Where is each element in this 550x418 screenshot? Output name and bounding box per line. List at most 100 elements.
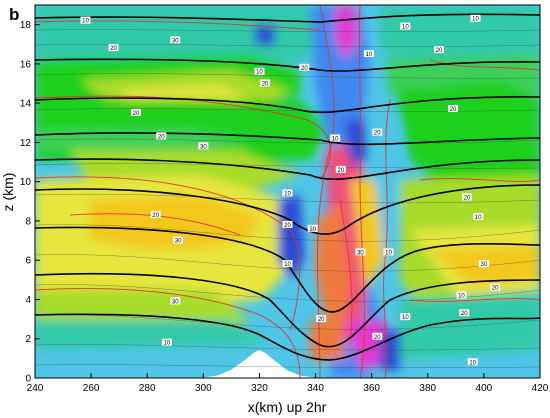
contour-label-text: 30 <box>481 262 488 268</box>
contour-label-box <box>282 189 293 197</box>
contour-label: 20 <box>260 79 271 88</box>
x-tick-label: 420 <box>532 383 549 394</box>
contour-label-text: 20 <box>461 311 468 317</box>
plot-frame <box>34 4 541 379</box>
contour-label: 20 <box>462 193 473 201</box>
panel-label: b <box>9 5 19 24</box>
contour-label-text: 10 <box>472 17 479 23</box>
contour-label-box <box>170 36 181 44</box>
contour-label-box <box>316 315 327 323</box>
contour-label: 10 <box>80 16 91 25</box>
contour-label-box <box>307 224 318 232</box>
contour-label: 20 <box>459 309 470 317</box>
contour-label-box <box>260 79 271 87</box>
isentropes <box>35 13 540 361</box>
contour-label: 20 <box>131 108 141 117</box>
contour-label-box <box>372 128 383 136</box>
contour-label-text: 10 <box>256 70 263 76</box>
contour-label-box <box>434 46 444 54</box>
contour-label: 10 <box>282 260 293 268</box>
contour-label: 20 <box>150 211 161 219</box>
contour-label-text: 10 <box>402 315 409 321</box>
contour-label: 20 <box>372 128 383 137</box>
x-tick-label: 360 <box>363 383 380 394</box>
contour-label: 20 <box>448 105 459 113</box>
contour-label-text: 20 <box>318 317 325 323</box>
contour-label-text: 20 <box>262 82 269 88</box>
y-tick-label: 2 <box>25 334 31 345</box>
contour-label-text: 10 <box>332 136 339 142</box>
contour-label-box <box>156 132 167 140</box>
contour-label: 30 <box>170 297 181 305</box>
contour-label-box <box>400 22 411 30</box>
contour-label: 20 <box>335 165 346 174</box>
contour-label-box <box>462 193 473 201</box>
contour-label-box <box>372 332 383 340</box>
contour-label: 20 <box>108 44 119 52</box>
contour-label: 10 <box>400 22 411 31</box>
contour-label-box <box>459 309 470 317</box>
contour-label: 10 <box>467 358 478 366</box>
contour-label-text: 20 <box>133 111 140 117</box>
contour-label-box <box>173 236 184 244</box>
contour-label: 30 <box>355 248 366 256</box>
contour-label-text: 20 <box>152 213 159 219</box>
contour-label-box <box>473 213 484 221</box>
contour-label: 10 <box>161 338 172 347</box>
contour-label-text: 30 <box>200 144 207 150</box>
y-tick-label: 6 <box>25 256 31 267</box>
contour-label-text: 10 <box>475 215 482 221</box>
contour-labels: 10 20 30 20 20 30 20 30 30 10 10 20 10 10 20 30 10 20 30 10… <box>80 14 501 366</box>
contour-label-box <box>490 283 501 291</box>
x-tick-label: 240 <box>27 383 44 394</box>
contour-label: 30 <box>478 260 489 268</box>
contour-label-text: 20 <box>450 107 457 113</box>
contour-label-text: 10 <box>284 262 291 268</box>
contour-label: 10 <box>456 291 467 300</box>
contour-label-text: 30 <box>309 227 316 233</box>
contour-label: 30 <box>198 142 209 150</box>
contour-label-text: 10 <box>402 25 409 31</box>
contour-label-box <box>335 165 346 173</box>
contour-label: 20 <box>282 220 293 229</box>
contour-label-text: 30 <box>172 38 179 44</box>
contour-label: 20 <box>299 63 310 72</box>
y-tick-label: 16 <box>20 59 32 70</box>
x-tick-label: 320 <box>251 383 268 394</box>
contour-label-text: 10 <box>284 191 291 197</box>
contour-label-box <box>108 44 119 52</box>
x-tick-label: 300 <box>195 383 212 394</box>
contour-label-text: 10 <box>458 294 465 300</box>
contour-label-text: 20 <box>374 335 381 341</box>
contour-label: 20 <box>156 132 167 141</box>
y-tick-label: 4 <box>25 295 31 306</box>
contour-label: 30 <box>170 36 181 44</box>
y-tick-label: 8 <box>25 216 31 227</box>
contour-label-box <box>170 297 181 305</box>
contour-label: 20 <box>434 46 444 54</box>
contour-label-text: 20 <box>464 195 471 201</box>
x-tick-label: 380 <box>419 383 436 394</box>
contour-label: 10 <box>473 213 484 221</box>
contour-label-text: 30 <box>175 239 182 245</box>
contour-label-box <box>467 358 478 366</box>
contour-label-box <box>470 14 481 22</box>
contour-label: 10 <box>363 50 374 58</box>
contour-label-text: 20 <box>284 223 291 229</box>
contour-label: 10 <box>383 248 394 256</box>
x-tick-label: 280 <box>139 383 156 394</box>
contour-label-box <box>299 63 310 71</box>
contour-label-box <box>400 313 411 321</box>
x-axis: 240 260 280 300 320 340 360 380 400 420 <box>27 373 549 394</box>
contour-label: 10 <box>330 134 341 142</box>
contour-label-box <box>198 142 209 150</box>
y-tick-label: 12 <box>20 138 32 149</box>
contour-label-box <box>383 248 394 256</box>
contour-label-box <box>282 260 293 268</box>
x-tick-label: 260 <box>83 383 100 394</box>
y-axis-label: z (km) <box>0 173 16 212</box>
contour-label-text: 20 <box>374 131 381 137</box>
contour-label: 20 <box>372 332 383 341</box>
x-tick-label: 340 <box>307 383 324 394</box>
contour-label-box <box>80 16 91 24</box>
